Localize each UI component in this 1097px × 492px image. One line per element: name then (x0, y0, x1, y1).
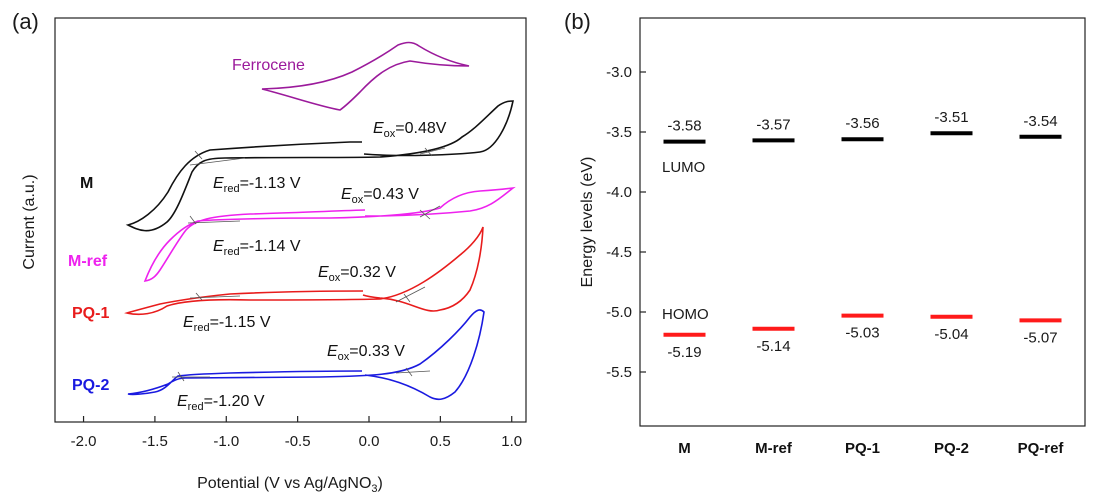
svg-text:Eox=0.32 V: Eox=0.32 V (318, 264, 396, 284)
panel-a-plot-frame (54, 17, 527, 423)
homo-label: HOMO (662, 306, 709, 323)
lumo-value-label: -3.54 (1023, 113, 1057, 130)
panel-a-x-ticks: -2.0 -1.5 -1.0 -0.5 0.0 0.5 1.0 (71, 416, 522, 450)
m-ref-curve-label: M-ref (68, 253, 108, 270)
tangent-lines (172, 147, 446, 382)
pq-1-cv-curve (124, 226, 484, 316)
panel-a: (a) -2.0 -1.5 -1.0 -0.5 0.0 0.5 1.0 Potential … (12, 9, 527, 492)
homo-value-label: -5.04 (934, 326, 968, 343)
svg-text:Eox=0.33 V: Eox=0.33 V (327, 343, 405, 363)
svg-text:Eox=0.48V: Eox=0.48V (373, 120, 447, 140)
panel-a-y-axis-title: Current (a.u.) (21, 174, 38, 269)
homo-value-label: -5.07 (1023, 329, 1057, 346)
panel-b-energy-levels: -3.58 -5.19 -3.57 -5.14 -3.56 -5.03 -3.51 -5.04… (663, 109, 1062, 361)
m-curve-label: M (80, 175, 93, 192)
svg-text:Ered=-1.13 V: Ered=-1.13 V (213, 175, 301, 195)
homo-value-label: -5.03 (845, 325, 879, 342)
y-tick-label: -3.5 (606, 124, 632, 141)
panel-b-y-axis-title: Energy levels (eV) (579, 157, 596, 288)
y-tick-label: -4.0 (606, 184, 632, 201)
y-tick-label: -5.5 (606, 364, 632, 381)
ferrocene-label: Ferrocene (232, 57, 305, 74)
panel-b-label: (b) (564, 9, 591, 34)
svg-text:Ered=-1.20 V: Ered=-1.20 V (177, 393, 265, 413)
x-tick-label: 0.5 (430, 433, 451, 450)
y-tick-label: -4.5 (606, 244, 632, 261)
x-tick-label: 1.0 (501, 433, 522, 450)
lumo-label: LUMO (662, 159, 705, 176)
m-cv-curve (125, 100, 514, 232)
svg-text:Ered=-1.15 V: Ered=-1.15 V (183, 314, 271, 334)
m-ref-eox-annotation: Eox=0.43 V (341, 186, 419, 206)
x-tick-label: -2.0 (71, 433, 97, 450)
pq-2-eox-annotation: Eox=0.33 V (327, 343, 405, 363)
pq-1-eox-annotation: Eox=0.32 V (318, 264, 396, 284)
m-eox-annotation: Eox=0.48V (373, 120, 447, 140)
category-label: PQ-ref (1018, 440, 1065, 457)
category-label: PQ-2 (934, 440, 969, 457)
pq-2-ered-annotation: Ered=-1.20 V (177, 393, 265, 413)
m-ref-ered-annotation: Ered=-1.14 V (213, 238, 301, 258)
x-tick-label: -1.5 (142, 433, 168, 450)
pq-1-ered-annotation: Ered=-1.15 V (183, 314, 271, 334)
category-label: M (678, 440, 691, 457)
homo-value-label: -5.14 (756, 338, 790, 355)
panel-b-y-ticks: -3.0 -3.5 -4.0 -4.5 -5.0 -5.5 (606, 64, 646, 381)
panel-a-x-axis-title: Potential (V vs Ag/AgNO3) (197, 475, 383, 492)
pq-2-cv-curve (127, 309, 485, 401)
m-ered-annotation: Ered=-1.13 V (213, 175, 301, 195)
panel-b-plot-frame (639, 17, 1086, 427)
ferrocene-cv-curve (261, 41, 470, 111)
lumo-value-label: -3.56 (845, 115, 879, 132)
svg-text:Eox=0.43 V: Eox=0.43 V (341, 186, 419, 206)
y-tick-label: -5.0 (606, 304, 632, 321)
panel-b-category-labels: M M-ref PQ-1 PQ-2 PQ-ref (678, 440, 1064, 457)
lumo-value-label: -3.57 (756, 116, 790, 133)
category-label: M-ref (755, 440, 793, 457)
category-label: PQ-1 (845, 440, 880, 457)
x-tick-label: -1.0 (213, 433, 239, 450)
svg-text:Ered=-1.14 V: Ered=-1.14 V (213, 238, 301, 258)
x-tick-label: 0.0 (359, 433, 380, 450)
pq-1-curve-label: PQ-1 (72, 305, 109, 322)
pq-2-curve-label: PQ-2 (72, 377, 109, 394)
lumo-value-label: -3.58 (667, 118, 701, 135)
panel-a-label: (a) (12, 9, 39, 34)
m-ref-cv-curve (143, 186, 516, 282)
panel-b: (b) -3.0-3.5-4.0-4.5-5.0-5.5 -3.58-5.19-… (564, 9, 1086, 457)
x-tick-label: -0.5 (285, 433, 311, 450)
lumo-value-label: -3.51 (934, 109, 968, 126)
y-tick-label: -3.0 (606, 64, 632, 81)
homo-value-label: -5.19 (667, 344, 701, 361)
